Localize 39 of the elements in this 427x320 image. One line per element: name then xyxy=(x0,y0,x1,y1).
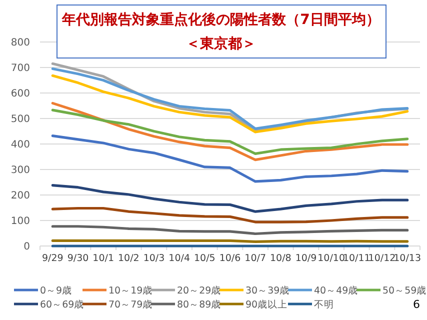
legend-label: 80～89歳 xyxy=(177,298,222,310)
x-tick-label: 10/2 xyxy=(118,253,140,264)
x-tick-label: 10/10 xyxy=(318,253,346,264)
x-tick-label: 10/5 xyxy=(194,253,216,264)
chart-subtitle: ＜東京都＞ xyxy=(186,35,256,52)
x-tick-label: 9/29 xyxy=(42,253,64,264)
x-tick-label: 10/9 xyxy=(295,253,317,264)
legend-label: 50～59歳 xyxy=(382,284,427,296)
y-tick-label: 200 xyxy=(10,190,30,202)
x-tick-label: 10/8 xyxy=(270,253,292,264)
x-tick-label: 10/3 xyxy=(143,253,165,264)
x-tick-label: 10/1 xyxy=(92,253,114,264)
legend-label: 0～9歳 xyxy=(40,284,72,296)
y-tick-label: 100 xyxy=(10,216,30,227)
y-tick-label: 600 xyxy=(10,88,30,100)
chart-title: 年代別報告対象重点化後の陽性者数（7日間平均） xyxy=(61,11,380,28)
x-tick-label: 10/13 xyxy=(394,253,422,264)
y-tick-label: 0 xyxy=(24,242,30,252)
x-tick-label: 10/6 xyxy=(219,253,241,264)
legend-label: 70～79歳 xyxy=(108,298,153,310)
x-tick-label: 10/12 xyxy=(368,253,396,264)
x-tick-label: 10/7 xyxy=(244,253,266,264)
y-tick-label: 300 xyxy=(10,165,30,176)
legend-label: 不明 xyxy=(314,300,334,310)
x-tick-label: 10/4 xyxy=(168,253,190,264)
legend-label: 10～19歳 xyxy=(108,284,153,296)
legend-label: 40～49歳 xyxy=(314,284,358,296)
legend-label: 30～39歳 xyxy=(246,284,290,296)
y-tick-label: 800 xyxy=(10,38,30,48)
text: 6 xyxy=(413,298,420,311)
title: 年代別報告対象重点化後の陽性者数（7日間平均） ＜東京都＞ xyxy=(56,4,386,58)
y-tick-label: 700 xyxy=(10,63,30,74)
x-tick-label: 10/11 xyxy=(342,253,370,264)
x-tick-label: 9/30 xyxy=(67,253,89,264)
y-tick-label: 500 xyxy=(10,114,30,125)
legend-label: 90歳以上 xyxy=(246,298,288,310)
legend-label: 20～29歳 xyxy=(177,284,222,296)
legend-label: 60～69歳 xyxy=(40,298,84,310)
y-tick-label: 400 xyxy=(10,140,30,150)
